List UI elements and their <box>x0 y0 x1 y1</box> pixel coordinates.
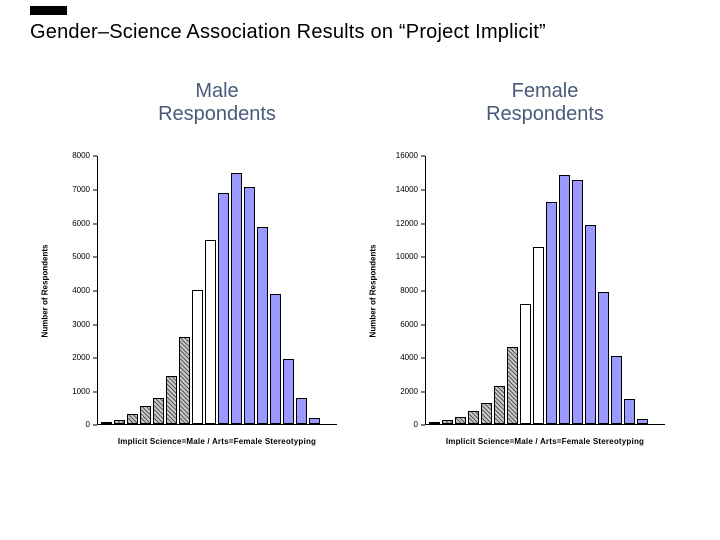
histogram-bar <box>270 293 281 425</box>
histogram-bar <box>127 414 138 425</box>
y-tick-mark <box>93 223 97 225</box>
histogram-bar <box>455 416 466 425</box>
chart-title-line-2: Respondents <box>158 103 276 126</box>
y-tick-label: 7000 <box>72 185 90 194</box>
y-tick-mark <box>93 324 97 325</box>
histogram-bar <box>442 420 453 425</box>
y-tick-mark <box>93 424 97 426</box>
histogram-bar <box>296 397 307 425</box>
y-axis: 0 1000 2000 3000 4000 5000 6000 7000 8000 <box>53 152 97 429</box>
y-axis: 0 2000 4000 6000 8000 10000 12000 14000 16000 <box>381 152 425 429</box>
y-tick-mark <box>421 324 425 325</box>
y-tick-label: 4000 <box>400 353 418 363</box>
plot-area <box>425 156 665 426</box>
y-tick-mark <box>421 155 425 157</box>
y-tick-mark <box>93 357 97 359</box>
histogram-bar <box>140 405 151 425</box>
histogram-bar <box>585 225 596 425</box>
histogram-bar <box>481 402 492 425</box>
histogram-bar <box>283 359 294 425</box>
chart-male-respondents: Male Respondents Number of Respondents 0… <box>37 80 337 446</box>
y-tick-mark <box>93 155 97 157</box>
histogram-bar <box>257 226 268 425</box>
histogram-bar <box>559 174 570 425</box>
y-tick-mark <box>93 290 97 292</box>
y-tick-label: 1000 <box>72 386 90 396</box>
histogram-bar <box>101 422 112 425</box>
y-tick-label: 6000 <box>72 218 90 228</box>
y-tick-mark <box>93 256 97 258</box>
histogram-bar <box>153 397 164 425</box>
histogram-bar <box>244 186 255 425</box>
x-axis-caption: Implicit Science=Male / Arts=Female Ster… <box>117 437 317 447</box>
y-tick-mark <box>421 189 425 191</box>
y-tick-label: 16000 <box>395 151 418 161</box>
histogram-bar <box>507 347 518 425</box>
y-tick-label: 0 <box>413 420 418 430</box>
y-tick-mark <box>421 256 425 258</box>
histogram-bar <box>611 355 622 425</box>
histogram-bar <box>429 422 440 425</box>
chart-title-line-1: Female <box>511 80 579 102</box>
chart-title-female: Female Respondents <box>425 80 665 126</box>
chart-title-male: Male Respondents <box>97 80 337 126</box>
y-tick-label: 12000 <box>395 218 418 228</box>
slide-corner-mark <box>30 6 67 15</box>
x-axis-caption: Implicit Science=Male / Arts=Female Ster… <box>445 437 645 447</box>
histogram-bar <box>546 201 557 425</box>
y-tick-mark <box>421 357 425 359</box>
y-axis-title-wrap: Number of Respondents <box>37 156 53 425</box>
chart-title-line-2: Respondents <box>486 103 604 126</box>
histogram-bar <box>468 410 479 425</box>
histogram-bar <box>114 420 125 425</box>
histogram-bar <box>494 385 505 425</box>
bars-container <box>101 156 337 425</box>
y-tick-mark <box>421 290 425 292</box>
y-tick-label: 5000 <box>72 252 90 262</box>
y-tick-mark <box>93 391 97 393</box>
y-axis-title: Number of Respondents <box>368 244 378 338</box>
chart-title-line-1: Male <box>195 80 239 102</box>
y-tick-label: 10000 <box>395 252 418 262</box>
histogram-bar <box>218 193 229 425</box>
slide-title: Gender–Science Association Results on “P… <box>30 21 546 43</box>
y-tick-mark <box>421 223 425 225</box>
histogram-bar <box>309 417 320 425</box>
histogram-bar <box>533 246 544 425</box>
bars-container <box>429 156 665 425</box>
y-tick-label: 8000 <box>400 285 418 295</box>
y-tick-mark <box>421 391 425 393</box>
chart-female-respondents: Female Respondents Number of Respondents… <box>365 80 665 446</box>
histogram-bar <box>637 419 648 425</box>
histogram-bar <box>166 375 177 425</box>
y-tick-label: 8000 <box>72 151 90 161</box>
y-axis-title-wrap: Number of Respondents <box>365 156 381 425</box>
histogram-bar <box>179 337 190 425</box>
y-tick-label: 0 <box>85 420 90 430</box>
plot-area <box>97 156 337 426</box>
y-tick-label: 2000 <box>72 353 90 363</box>
histogram-bar <box>520 303 531 425</box>
histogram-bar <box>572 179 583 425</box>
plot-wrap: Number of Respondents 0 2000 4000 6000 8000 1… <box>365 152 665 429</box>
y-tick-label: 3000 <box>72 319 90 329</box>
y-tick-label: 2000 <box>400 386 418 396</box>
y-tick-label: 14000 <box>395 185 418 194</box>
histogram-bar <box>624 399 635 425</box>
y-axis-title: Number of Respondents <box>40 244 50 338</box>
y-tick-label: 6000 <box>400 319 418 329</box>
y-tick-label: 4000 <box>72 285 90 295</box>
histogram-bar <box>231 173 242 425</box>
histogram-bar <box>205 240 216 425</box>
histogram-bar <box>192 290 203 425</box>
y-tick-mark <box>421 424 425 426</box>
plot-wrap: Number of Respondents 0 1000 2000 3000 4000 5… <box>37 152 337 429</box>
histogram-bar <box>598 292 609 425</box>
y-tick-mark <box>93 189 97 191</box>
